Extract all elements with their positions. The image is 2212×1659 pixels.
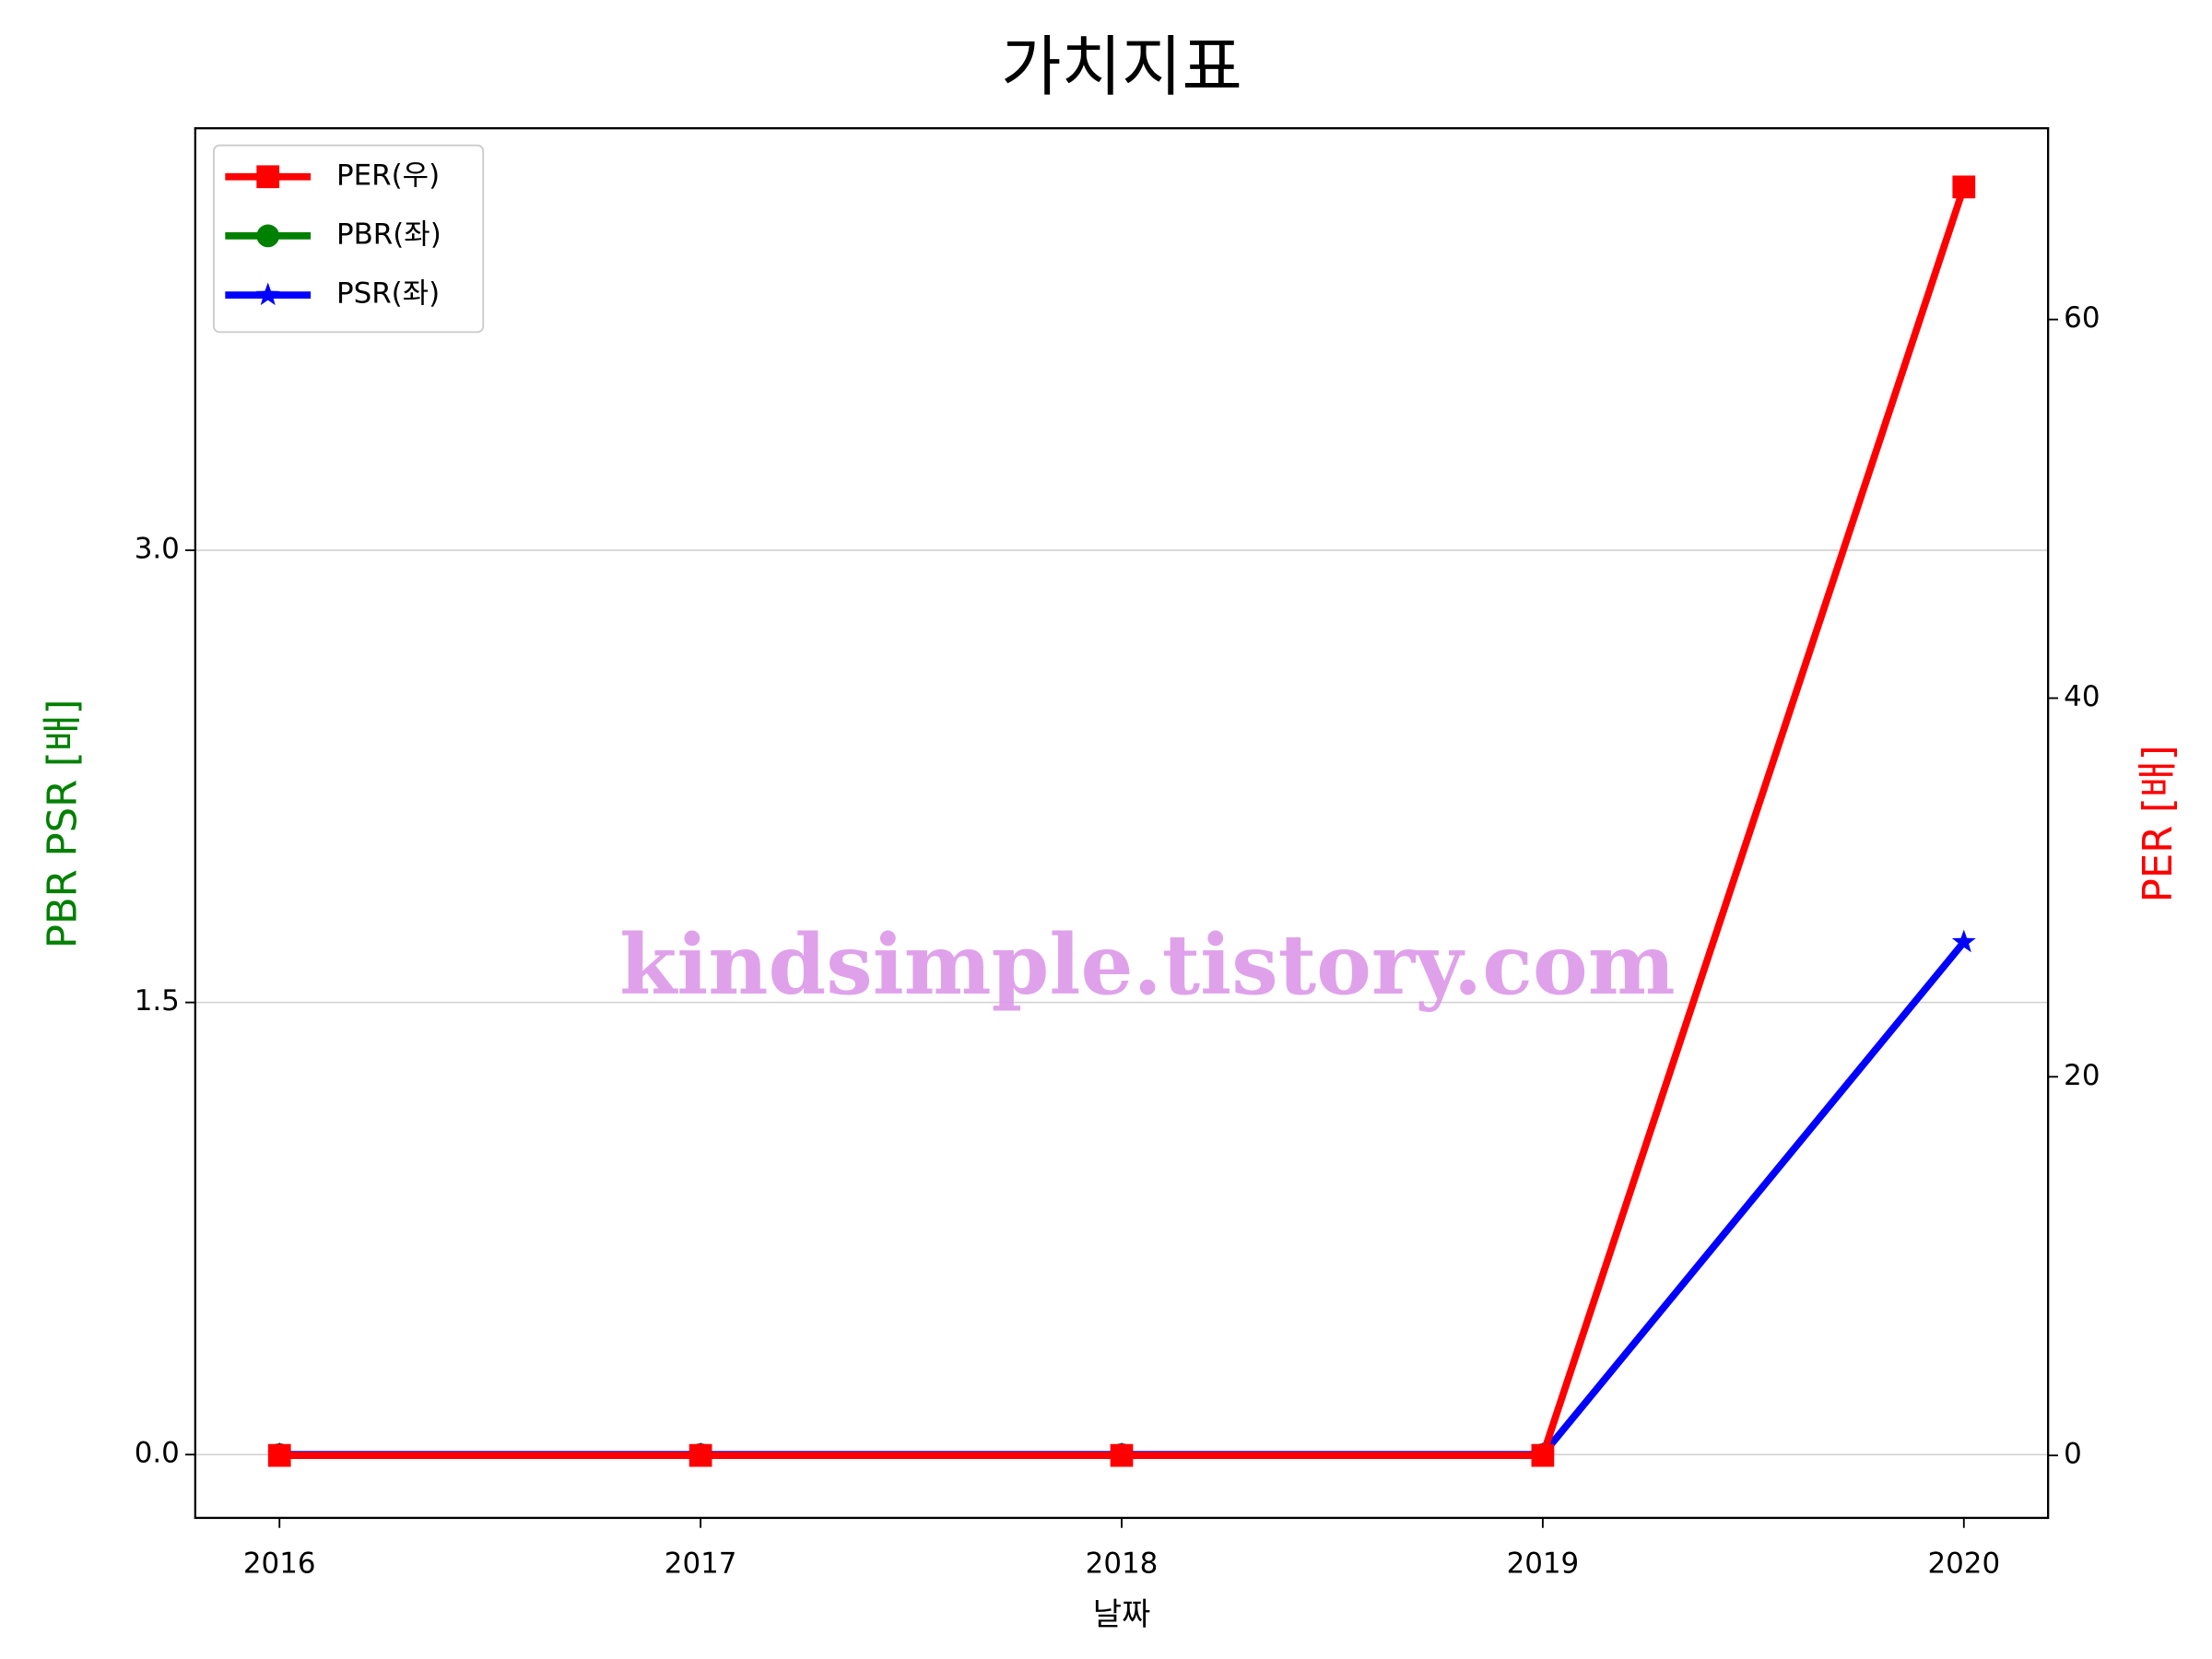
- legend-marker: [256, 224, 280, 248]
- legend-label: PSR(좌): [336, 277, 440, 311]
- x-tick-label: 2019: [1507, 1547, 1580, 1580]
- data-point: [1951, 929, 1976, 953]
- y-tick-label: 3.0: [135, 533, 180, 566]
- data-point: [1531, 1443, 1555, 1467]
- legend-marker: [256, 165, 280, 189]
- data-point: [1952, 175, 1976, 199]
- y-tick-label: 1.5: [135, 984, 180, 1018]
- y2-tick-label: 40: [2064, 680, 2100, 713]
- watermark: kindsimple.tistory.com: [619, 917, 1676, 1014]
- data-point: [1110, 1443, 1134, 1467]
- x-tick-label: 2016: [243, 1547, 316, 1580]
- y-tick-label: 0.0: [135, 1437, 180, 1470]
- chart-title: 가치지표: [1001, 29, 1242, 105]
- x-tick-label: 2018: [1086, 1547, 1159, 1580]
- legend-label: PBR(좌): [336, 218, 441, 251]
- y-axis-label: PBR PSR [배]: [41, 700, 87, 949]
- y2-axis-label: PER [배]: [2136, 745, 2182, 902]
- y2-tick-label: 0: [2064, 1438, 2082, 1471]
- data-point: [688, 1443, 712, 1467]
- legend-label: PER(우): [336, 159, 440, 192]
- x-tick-label: 2017: [665, 1547, 737, 1580]
- legend-box: [213, 144, 485, 334]
- x-axis-label: 날짜: [1093, 1596, 1151, 1633]
- data-point: [267, 1443, 291, 1467]
- plot-frame: [194, 127, 2050, 1520]
- x-tick-label: 2020: [1927, 1547, 2000, 1580]
- y2-tick-label: 20: [2064, 1059, 2100, 1092]
- legend-marker: [255, 282, 280, 306]
- y2-tick-label: 60: [2064, 301, 2100, 335]
